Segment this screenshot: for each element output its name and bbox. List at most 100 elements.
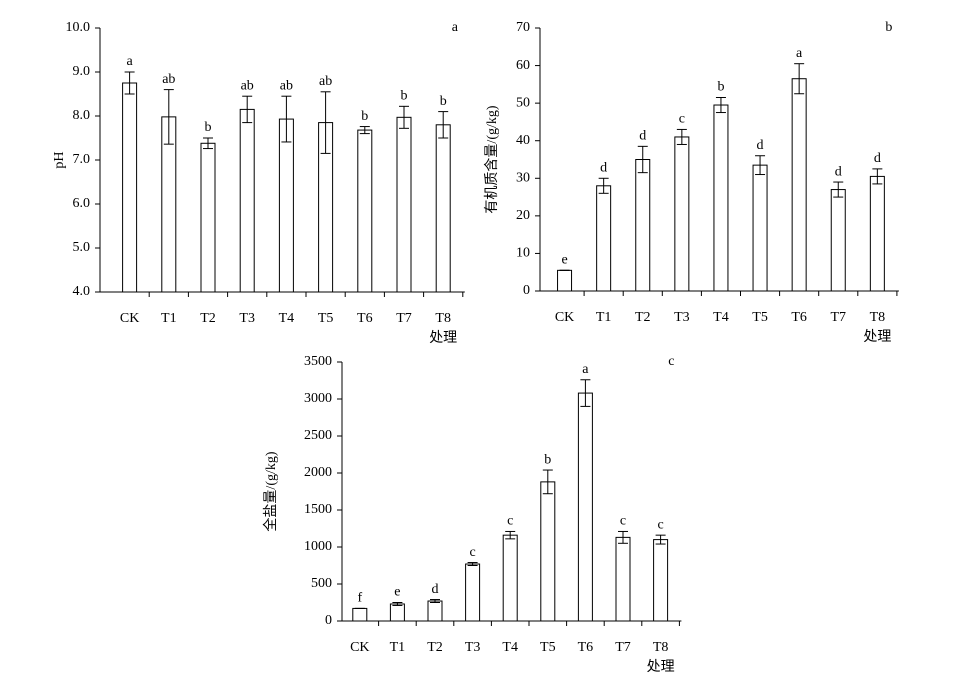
- x-tick-label: T5: [318, 311, 334, 326]
- x-axis-label: 处理: [863, 329, 891, 345]
- significance-letter: ab: [280, 78, 293, 93]
- bar: [357, 129, 373, 293]
- significance-letter: b: [205, 120, 212, 135]
- x-tick-label: T7: [830, 310, 846, 325]
- significance-letter: a: [126, 54, 133, 69]
- x-tick-label: T6: [578, 640, 594, 655]
- y-tick-label: 10.0: [66, 20, 91, 35]
- x-tick-label: T3: [465, 640, 481, 655]
- significance-letter: c: [469, 545, 475, 560]
- bar: [396, 116, 412, 293]
- significance-letter: c: [679, 112, 685, 127]
- x-tick-label: T5: [752, 310, 768, 325]
- x-tick-label: T3: [239, 311, 255, 326]
- x-tick-label: T8: [653, 640, 669, 655]
- bar: [389, 603, 405, 622]
- significance-letter: d: [835, 164, 842, 179]
- bar: [830, 189, 846, 292]
- significance-letter: ab: [319, 74, 332, 89]
- bar: [540, 481, 556, 622]
- significance-letter: e: [394, 585, 400, 600]
- y-tick-label: 7.0: [73, 152, 91, 167]
- significance-letter: b: [361, 109, 368, 124]
- bar: [278, 118, 294, 293]
- x-tick-label: T1: [596, 310, 612, 325]
- significance-letter: ab: [241, 78, 254, 93]
- y-axis-label: pH: [52, 151, 67, 168]
- x-tick-label: T3: [674, 310, 690, 325]
- x-tick-label: CK: [350, 640, 369, 655]
- x-tick-label: T7: [615, 640, 631, 655]
- y-tick-label: 9.0: [73, 64, 91, 79]
- bar: [200, 142, 216, 293]
- significance-letter: f: [357, 591, 362, 606]
- significance-letter: d: [639, 129, 646, 144]
- bar: [791, 78, 807, 292]
- significance-letter: a: [796, 46, 803, 61]
- y-tick-label: 20: [516, 208, 530, 223]
- significance-letter: b: [401, 89, 408, 104]
- bar: [465, 563, 481, 622]
- bar: [596, 185, 612, 292]
- x-tick-label: CK: [555, 310, 574, 325]
- x-tick-label: T8: [870, 310, 886, 325]
- significance-letter: d: [874, 151, 881, 166]
- y-tick-label: 60: [516, 58, 530, 73]
- significance-letter: e: [561, 253, 567, 268]
- y-tick-label: 40: [516, 133, 530, 148]
- y-tick-label: 5.0: [73, 240, 91, 255]
- y-tick-label: 1500: [304, 502, 332, 517]
- y-tick-label: 3500: [304, 354, 332, 369]
- y-tick-label: 2000: [304, 465, 332, 480]
- y-tick-label: 3000: [304, 391, 332, 406]
- panel-label: a: [452, 20, 459, 35]
- x-axis-label: 处理: [647, 659, 675, 675]
- x-tick-label: T2: [200, 311, 216, 326]
- x-tick-label: T2: [427, 640, 443, 655]
- x-tick-label: T6: [791, 310, 807, 325]
- significance-letter: d: [757, 138, 764, 153]
- x-tick-label: T5: [540, 640, 556, 655]
- y-tick-label: 6.0: [73, 196, 91, 211]
- x-tick-label: T1: [161, 311, 177, 326]
- x-tick-label: CK: [120, 311, 139, 326]
- significance-letter: b: [440, 94, 447, 109]
- significance-letter: b: [544, 452, 551, 467]
- x-axis-label: 处理: [429, 330, 457, 346]
- bar: [239, 108, 255, 293]
- x-tick-label: T2: [635, 310, 651, 325]
- y-tick-label: 500: [311, 576, 332, 591]
- bar: [352, 607, 368, 622]
- bar: [653, 539, 669, 622]
- y-tick-label: 50: [516, 95, 530, 110]
- y-tick-label: 30: [516, 171, 530, 186]
- significance-letter: d: [432, 582, 439, 597]
- significance-letter: c: [507, 514, 513, 529]
- significance-letter: ab: [162, 72, 175, 87]
- significance-letter: d: [600, 161, 607, 176]
- x-tick-label: T7: [396, 311, 412, 326]
- bar: [557, 269, 573, 292]
- x-tick-label: T6: [357, 311, 373, 326]
- bar: [752, 164, 768, 292]
- bar: [577, 392, 593, 622]
- y-tick-label: 10: [516, 246, 530, 261]
- y-tick-label: 4.0: [73, 284, 91, 299]
- bar: [502, 534, 518, 622]
- x-tick-label: T4: [502, 640, 518, 655]
- bar: [122, 82, 138, 293]
- bar: [435, 124, 451, 293]
- panel-label: b: [885, 20, 892, 35]
- panel-label: c: [668, 354, 674, 369]
- y-tick-label: 1000: [304, 539, 332, 554]
- x-tick-label: T1: [390, 640, 406, 655]
- y-tick-label: 0: [325, 613, 332, 628]
- bar: [635, 159, 651, 292]
- significance-letter: a: [582, 362, 589, 377]
- x-tick-label: T4: [713, 310, 729, 325]
- bar: [674, 136, 690, 292]
- y-tick-label: 0: [523, 283, 530, 298]
- y-tick-label: 8.0: [73, 108, 91, 123]
- bar: [869, 175, 885, 292]
